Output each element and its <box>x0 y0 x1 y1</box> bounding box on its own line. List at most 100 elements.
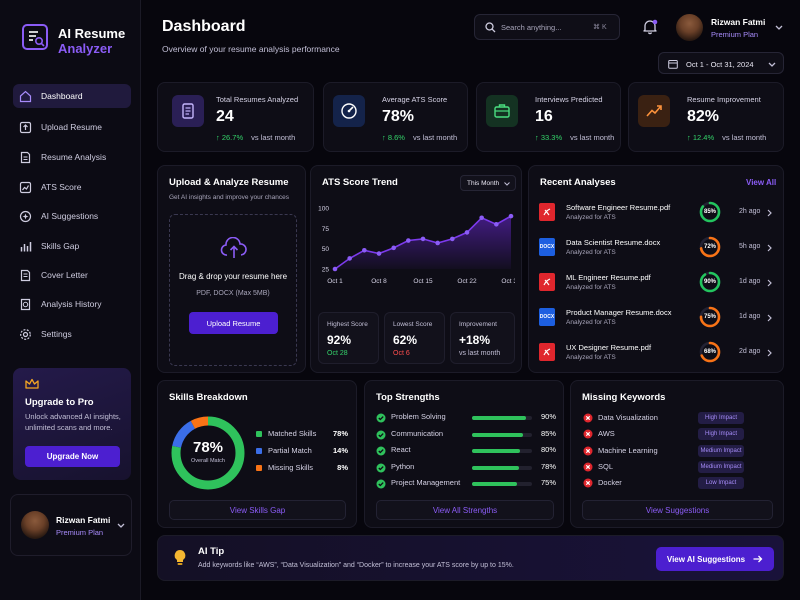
score-ring <box>699 201 721 223</box>
arrow-right-icon <box>753 555 763 563</box>
upload-resume-button[interactable]: Upload Resume <box>189 312 278 334</box>
sidebar-item-skills-gap[interactable]: Skills Gap <box>13 234 131 258</box>
sidebar-item-ats-score[interactable]: ATS Score <box>13 175 131 199</box>
view-all-link[interactable]: View All <box>746 178 777 187</box>
app-subtitle: Analyzer <box>58 41 113 56</box>
strength-row: React 80% <box>371 445 556 459</box>
view-ai-suggestions-button[interactable]: View AI Suggestions <box>656 547 774 571</box>
sidebar-item-upload-resume[interactable]: Upload Resume <box>13 115 131 139</box>
chevron-right-icon[interactable] <box>767 209 772 217</box>
view-skills-gap-button[interactable]: View Skills Gap <box>169 500 346 520</box>
sidebar-user-plan: Premium Plan <box>56 528 104 537</box>
drop-text: Drag & drop your resume here <box>178 272 288 281</box>
bars-icon <box>20 241 32 251</box>
stat-card-average-ats-score: Average ATS Score 78% ↑ 8.6% vs last month <box>323 82 468 152</box>
x-circle-icon <box>583 462 593 472</box>
skills-title: Skills Breakdown <box>169 392 248 403</box>
strength-label: React <box>391 445 411 454</box>
keyword-label: Data Visualization <box>598 413 658 422</box>
check-circle-icon <box>376 479 386 489</box>
sidebar-item-dashboard[interactable]: Dashboard <box>13 84 131 108</box>
sparkle-icon <box>19 210 32 222</box>
app-title: AI Resume <box>58 26 126 41</box>
stat-card-resume-improvement: Resume Improvement 82% ↑ 12.4% vs last mont… <box>628 82 784 152</box>
up-arrow-icon: ↑ <box>687 133 693 142</box>
page-subtitle: Overview of your resume analysis perform… <box>162 44 340 54</box>
trend-point <box>508 213 514 219</box>
keyword-row: Docker Low Impact <box>583 477 763 492</box>
list-item[interactable]: Software Engineer Resume.pdf Analyzed for… <box>539 200 772 234</box>
recent-analyses-card: Recent Analyses View All Software Engine… <box>528 165 784 373</box>
highest-date: Oct 28 <box>327 350 348 357</box>
cloud-upload-icon <box>220 237 247 258</box>
list-item[interactable]: UX Designer Resume.pdf Analyzed for ATS 68… <box>539 340 772 374</box>
strength-row: Problem Solving 90% <box>371 412 556 426</box>
skills-donut-chart <box>171 416 245 490</box>
strength-value: 85% <box>540 428 556 438</box>
stat-delta: ↑ 8.6% vs last month <box>382 133 457 142</box>
strength-bar-fill <box>472 432 523 437</box>
chevron-down-icon[interactable] <box>117 523 125 529</box>
bell-icon[interactable] <box>642 19 658 35</box>
time-label: 2h ago <box>739 208 761 215</box>
upgrade-button[interactable]: Upgrade Now <box>25 446 120 467</box>
search-placeholder: Search anything... <box>501 23 562 32</box>
sidebar-item-label: Skills Gap <box>41 241 80 251</box>
donut-center-label: Overall Match <box>191 458 225 464</box>
strength-bar-fill <box>472 449 520 453</box>
briefcase-icon <box>486 95 518 127</box>
search-input[interactable]: Search anything... ⌘ K <box>474 14 620 40</box>
upgrade-text: Unlock advanced AI insights, unlimited s… <box>25 412 121 432</box>
list-item[interactable]: DOCX Data Scientist Resume.docx Analyzed f… <box>539 235 772 269</box>
impact-badge: Medium Impact <box>698 444 744 457</box>
strength-row: Communication 85% <box>371 429 556 443</box>
header-avatar[interactable] <box>676 14 703 41</box>
trend-point <box>464 230 470 235</box>
list-item[interactable]: ML Engineer Resume.pdf Analyzed for ATS 90… <box>539 270 772 304</box>
sidebar-item-resume-analysis[interactable]: Resume Analysis <box>13 145 131 169</box>
stat-compare: vs last month <box>412 133 458 142</box>
keyword-row: Machine Learning Medium Impact <box>583 444 763 460</box>
improvement-label: Improvement <box>459 321 497 328</box>
date-range-picker[interactable]: Oct 1 - Oct 31, 2024 <box>658 52 784 74</box>
stat-card-total-resumes-analyzed: Total Resumes Analyzed 24 ↑ 26.7% vs last m… <box>157 82 314 152</box>
docx-label: DOCX <box>539 244 555 250</box>
trend-point <box>450 236 455 242</box>
document-icon <box>20 151 31 163</box>
sidebar-item-cover-letter[interactable]: Cover Letter <box>13 263 131 287</box>
document-icon <box>172 95 204 127</box>
chevron-right-icon[interactable] <box>767 279 772 287</box>
keyword-row: Data Visualization High Impact <box>583 412 763 427</box>
sidebar-item-label: Dashboard <box>41 91 83 101</box>
chevron-down-icon[interactable] <box>775 25 783 31</box>
donut-center-value: 78% <box>192 439 224 456</box>
strength-value: 90% <box>540 412 556 421</box>
sidebar-user-card[interactable]: Rizwan Fatmi Premium Plan <box>10 494 132 556</box>
list-item[interactable]: DOCX Product Manager Resume.docx Analyzed … <box>539 305 772 339</box>
sidebar-item-ai-suggestions[interactable]: AI Suggestions <box>13 204 131 228</box>
period-dropdown[interactable]: This Month <box>460 175 516 191</box>
check-circle-icon <box>376 430 386 439</box>
view-suggestions-button[interactable]: View Suggestions <box>582 500 773 520</box>
chevron-right-icon[interactable] <box>767 314 772 322</box>
page-title: Dashboard <box>162 18 246 35</box>
period-label: This Month <box>467 180 500 187</box>
legend-swatch <box>256 448 262 454</box>
chevron-right-icon[interactable] <box>767 349 772 357</box>
strength-bar <box>472 432 532 437</box>
trend-title: ATS Score Trend <box>322 177 398 188</box>
search-shortcut: ⌘ K <box>593 24 607 31</box>
keyword-label: AWS <box>598 429 615 439</box>
strength-bar <box>472 465 532 470</box>
up-arrow-icon: ↑ <box>382 133 388 142</box>
ats-trend-card: ATS Score Trend This Month 25 50 75 100 Oct … <box>310 165 522 373</box>
sidebar-item-settings[interactable]: Settings <box>13 322 131 346</box>
strength-bar <box>472 416 532 420</box>
view-ai-suggestions-label: View AI Suggestions <box>666 554 746 564</box>
score-ring <box>699 341 721 363</box>
view-all-strengths-button[interactable]: View All Strengths <box>376 500 554 520</box>
chevron-right-icon[interactable] <box>767 244 772 252</box>
sidebar-item-analysis-history[interactable]: Analysis History <box>13 292 131 316</box>
upload-formats: PDF, DOCX (Max 5MB) <box>196 290 270 297</box>
upload-dropzone[interactable]: Drag & drop your resume here PDF, DOCX (… <box>169 214 297 366</box>
